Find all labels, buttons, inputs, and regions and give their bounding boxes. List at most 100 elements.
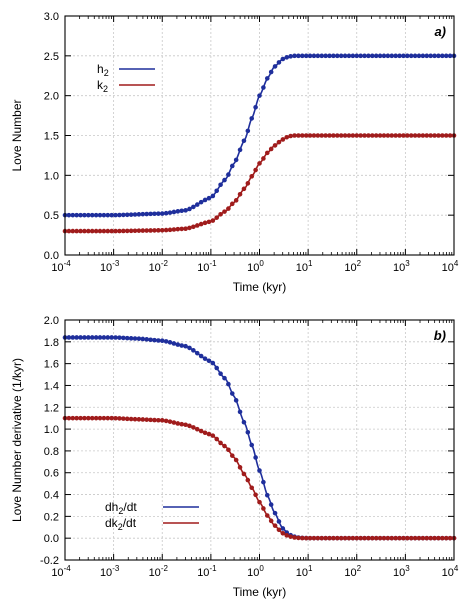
x-tick-exponent: 3 <box>405 564 410 573</box>
series-k2 <box>62 415 457 541</box>
data-point-h2 <box>82 335 87 340</box>
y-tick-label: 2.0 <box>44 91 59 103</box>
data-point-k2 <box>428 133 433 138</box>
data-point-h2 <box>354 53 360 59</box>
data-point-h2 <box>323 53 328 59</box>
x-tick-base: 10 <box>296 567 308 579</box>
data-point-k2 <box>241 186 247 192</box>
y-tick-label: 3.0 <box>44 11 59 23</box>
data-point-k2 <box>405 133 410 138</box>
data-point-k2 <box>362 133 367 138</box>
data-point-h2 <box>183 208 188 213</box>
data-point-k2 <box>381 133 387 138</box>
data-point-k2 <box>191 224 196 230</box>
data-point-k2 <box>331 133 336 138</box>
data-point-k2 <box>117 228 122 234</box>
data-point-h2 <box>229 163 235 169</box>
data-point-h2 <box>436 53 441 59</box>
data-point-h2 <box>241 138 247 144</box>
data-point-k2 <box>420 535 426 541</box>
data-point-h2 <box>327 53 332 59</box>
y-tick-label: 1.6 <box>44 359 59 371</box>
data-point-k2 <box>311 535 317 541</box>
data-point-h2 <box>159 211 165 216</box>
data-point-k2 <box>397 133 402 138</box>
data-point-k2 <box>210 218 216 223</box>
data-point-h2 <box>237 409 243 415</box>
data-point-h2 <box>163 339 169 344</box>
x-axis-title: Time (kyr) <box>233 585 287 599</box>
data-point-h2 <box>412 53 418 59</box>
data-point-k2 <box>323 535 328 541</box>
data-point-h2 <box>89 335 95 340</box>
data-point-k2 <box>335 133 340 138</box>
x-tick-label: 10-2 <box>149 564 169 579</box>
y-tick-label: 0.6 <box>44 468 59 480</box>
data-point-k2 <box>412 133 418 138</box>
data-point-h2 <box>253 104 258 110</box>
data-point-k2 <box>163 418 169 424</box>
data-point-k2 <box>432 133 437 138</box>
data-point-h2 <box>342 53 348 59</box>
legend-label-k2: k2 <box>97 78 108 94</box>
x-tick-label: 10-1 <box>197 564 217 579</box>
y-tick-label: 1.8 <box>44 337 59 349</box>
x-tick-exponent: 0 <box>259 564 264 573</box>
data-point-k2 <box>443 133 449 138</box>
x-tick-base: 10 <box>344 262 356 274</box>
x-tick-label: 103 <box>393 259 410 274</box>
data-point-h2 <box>264 492 270 498</box>
data-point-k2 <box>113 415 118 421</box>
data-point-k2 <box>66 415 72 421</box>
data-point-h2 <box>443 53 449 59</box>
data-point-h2 <box>331 53 336 59</box>
x-tick-base: 10 <box>296 262 308 274</box>
data-point-k2 <box>109 228 114 234</box>
x-axis-title: Time (kyr) <box>233 280 287 294</box>
x-tick-base: 10 <box>442 262 454 274</box>
data-point-h2 <box>268 69 274 75</box>
data-point-h2 <box>261 479 266 485</box>
data-point-k2 <box>105 415 111 421</box>
legend-label-base: h <box>97 62 104 76</box>
legend-label-sub: 2 <box>118 522 123 532</box>
data-point-h2 <box>202 197 208 203</box>
y-axis-title: Love Number <box>10 99 24 171</box>
x-tick-exponent: 0 <box>259 259 264 268</box>
data-point-h2 <box>70 335 76 340</box>
data-point-h2 <box>191 204 196 210</box>
data-point-h2 <box>82 212 87 218</box>
x-tick-label: 101 <box>296 564 313 579</box>
legend-label-post: /dt <box>123 500 137 514</box>
x-tick-exponent: 4 <box>454 259 459 268</box>
data-point-k2 <box>350 133 356 138</box>
data-point-k2 <box>194 426 200 432</box>
data-point-k2 <box>362 535 367 541</box>
data-point-h2 <box>74 212 79 218</box>
data-point-h2 <box>292 53 297 59</box>
y-tick-label: 0.8 <box>44 446 59 458</box>
data-point-h2 <box>393 53 398 59</box>
data-point-h2 <box>233 398 239 403</box>
data-point-h2 <box>288 54 293 59</box>
y-tick-label: -0.2 <box>40 555 59 567</box>
data-point-k2 <box>366 133 371 138</box>
data-point-k2 <box>249 174 255 179</box>
data-point-h2 <box>408 53 414 59</box>
data-point-k2 <box>389 133 395 138</box>
x-tick-label: 104 <box>442 259 459 274</box>
data-point-k2 <box>346 133 352 138</box>
data-point-k2 <box>261 506 266 511</box>
data-point-k2 <box>113 228 118 234</box>
data-point-k2 <box>420 133 426 138</box>
data-point-k2 <box>89 415 95 421</box>
data-point-k2 <box>78 415 83 421</box>
data-point-k2 <box>307 535 313 541</box>
data-point-k2 <box>183 226 188 231</box>
data-point-k2 <box>194 223 200 228</box>
x-tick-label: 102 <box>344 564 361 579</box>
data-point-h2 <box>183 343 188 349</box>
data-point-k2 <box>128 228 134 234</box>
data-point-k2 <box>276 139 282 145</box>
data-point-k2 <box>358 535 363 541</box>
